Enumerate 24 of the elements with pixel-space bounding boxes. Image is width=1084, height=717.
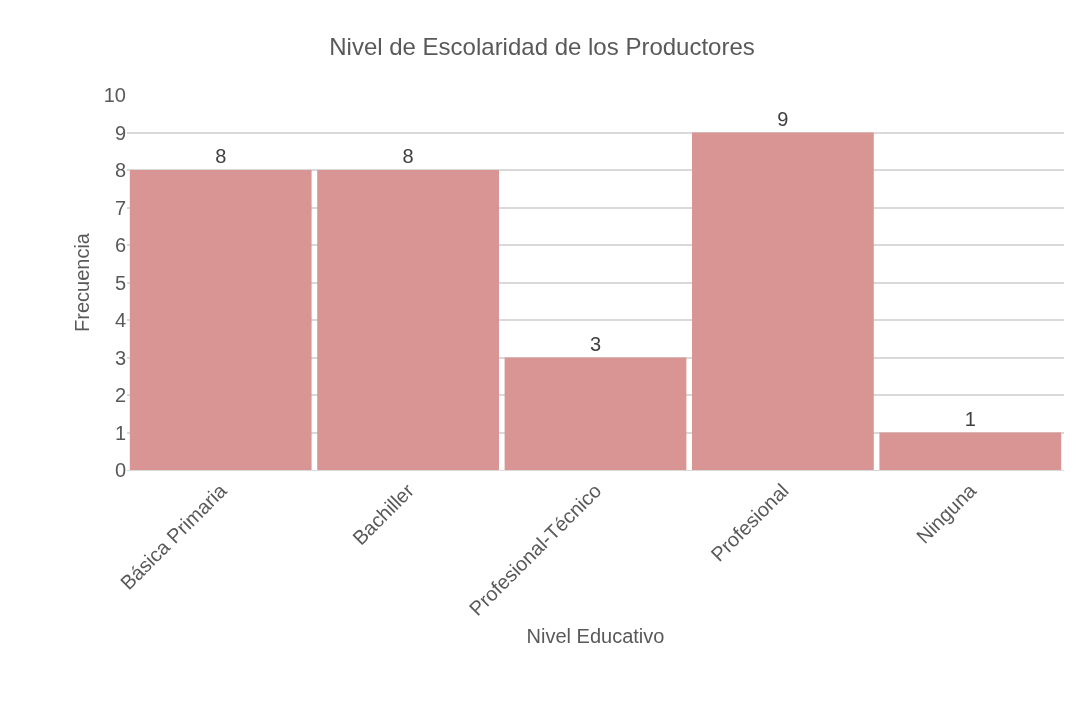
bar [317, 170, 499, 470]
chart-title: Nivel de Escolaridad de los Productores [329, 33, 755, 60]
y-axis-title: Frecuencia [71, 232, 94, 332]
data-label: 3 [589, 332, 602, 355]
y-tick-label: 0 [114, 459, 126, 481]
y-tick-label: 9 [114, 121, 126, 144]
y-tick-label: 2 [114, 384, 126, 406]
y-tick-label: 3 [114, 346, 126, 369]
data-label: 8 [402, 145, 414, 167]
data-label: 8 [215, 145, 227, 167]
y-tick-label: 5 [114, 271, 126, 294]
bar [129, 170, 312, 470]
y-tick-label: 1 [114, 421, 126, 444]
y-tick-label: 8 [114, 159, 126, 181]
y-tick-label: 10 [103, 84, 126, 106]
bar [879, 432, 1062, 470]
y-tick-label: 4 [114, 309, 126, 331]
y-tick-label: 7 [114, 196, 126, 219]
data-label: 1 [964, 407, 976, 430]
y-tick-label: 6 [114, 234, 126, 256]
data-label: 9 [777, 107, 789, 130]
x-axis-title: Nivel Educativo [526, 625, 665, 648]
bar [692, 132, 874, 470]
bar [504, 357, 687, 470]
